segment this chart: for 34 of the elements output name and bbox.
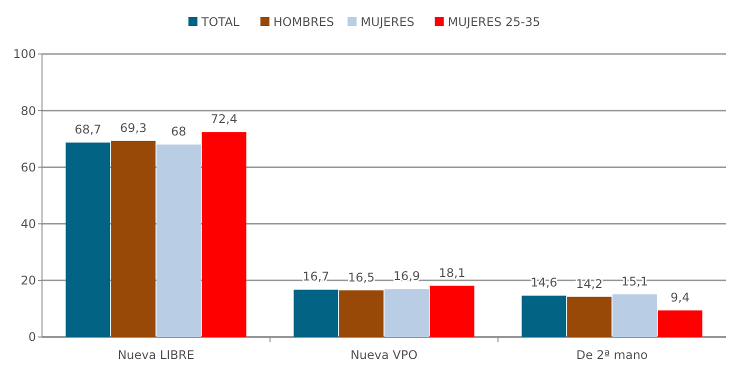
y-tick-label: 40 — [20, 217, 36, 231]
data-label: 18,1 — [438, 266, 466, 280]
legend-label: TOTAL — [200, 15, 240, 29]
data-label: 72,4 — [210, 112, 238, 126]
y-tick-label: 100 — [13, 47, 36, 62]
x-tick-label: Nueva VPO — [350, 348, 418, 362]
y-tick-label: 20 — [20, 274, 36, 288]
data-label: 14,2 — [576, 276, 603, 291]
data-label: 68 — [171, 124, 186, 139]
x-tick-label: De 2ª mano — [576, 348, 648, 362]
data-label: 68,7 — [74, 122, 102, 137]
bar — [111, 140, 156, 337]
y-tick-label: 80 — [20, 104, 36, 118]
data-label: 69,3 — [120, 120, 147, 135]
bar — [66, 142, 110, 337]
legend-label: HOMBRES — [273, 15, 334, 29]
bar — [522, 296, 566, 337]
bar — [658, 310, 702, 337]
bar — [567, 296, 612, 337]
bar — [430, 286, 474, 337]
data-label: 16,7 — [302, 270, 330, 284]
bar — [294, 290, 338, 337]
legend-label: MUJERES 25-35 — [448, 15, 540, 29]
y-tick-label: 0 — [28, 330, 36, 344]
bar — [384, 289, 429, 337]
bar — [156, 144, 201, 337]
data-label: 9,4 — [670, 290, 690, 304]
bar — [612, 294, 657, 337]
bar — [339, 290, 384, 337]
y-tick-label: 60 — [20, 160, 36, 174]
bar — [202, 132, 246, 337]
legend-label: MUJERES — [360, 15, 414, 29]
data-label: 16,9 — [393, 269, 420, 284]
x-tick-label: Nueva LIBRE — [118, 348, 194, 362]
